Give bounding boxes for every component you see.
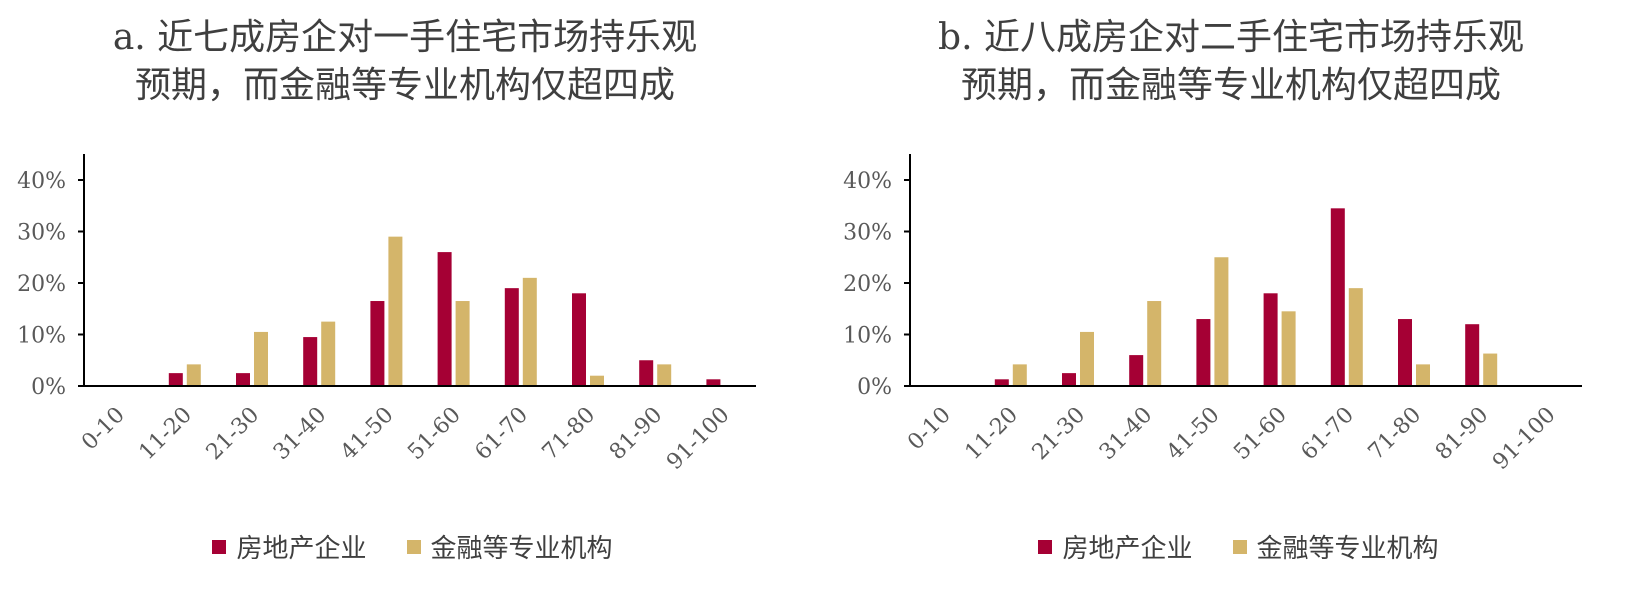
legend-item-developer: 房地产企业 bbox=[212, 528, 367, 565]
legend-item-financial: 金融等专业机构 bbox=[406, 528, 613, 565]
bar-financial-71-80 bbox=[590, 375, 604, 386]
bar-developer-31-40 bbox=[1129, 355, 1144, 386]
legend-label-developer: 房地产企业 bbox=[1062, 534, 1193, 564]
bar-financial-11-20 bbox=[186, 364, 201, 386]
chart-title-b-line2: 预期，而金融等专业机构仅超四成 bbox=[960, 65, 1501, 106]
chart-title-a-line2: 预期，而金融等专业机构仅超四成 bbox=[134, 65, 675, 106]
x-tick-label: 21-30 bbox=[202, 403, 265, 466]
x-tick-label: 81-90 bbox=[605, 403, 668, 466]
legend-item-financial: 金融等专业机构 bbox=[1232, 528, 1439, 565]
x-tick-label: 51-60 bbox=[403, 403, 466, 466]
x-tick-label: 71-80 bbox=[1364, 403, 1427, 466]
bar-financial-51-60 bbox=[1281, 311, 1296, 386]
bar-developer-31-40 bbox=[303, 337, 318, 386]
bar-chart-b: 0% 10% 20% 30% 40% 0-10 11-20 21-30 31-40 41-50 51… bbox=[843, 154, 1582, 475]
x-tick-label: 61-70 bbox=[471, 403, 534, 466]
x-tick-label: 81-90 bbox=[1431, 403, 1494, 466]
x-tick-label: 91-100 bbox=[1488, 403, 1560, 475]
bar-financial-61-70 bbox=[1348, 288, 1363, 386]
chart-title-b: b. 近八成房企对二手住宅市场持乐观 预期，而金融等专业机构仅超四成 bbox=[866, 14, 1596, 110]
bar-financial-21-30 bbox=[1080, 331, 1094, 386]
bar-developer-21-30 bbox=[236, 373, 250, 386]
legend-swatch-developer bbox=[1038, 539, 1053, 554]
bar-developer-71-80 bbox=[1398, 319, 1412, 386]
y-tick-label: 0% bbox=[31, 375, 66, 400]
y-tick-label: 0% bbox=[857, 375, 892, 400]
bar-developer-51-60 bbox=[437, 252, 452, 386]
y-tick-label: 20% bbox=[843, 272, 892, 297]
bar-developer-21-30 bbox=[1062, 373, 1076, 386]
bar-developer-61-70 bbox=[504, 288, 519, 386]
legend-swatch-developer bbox=[212, 539, 227, 554]
bar-financial-81-90 bbox=[1483, 353, 1498, 386]
x-tick-label: 0-10 bbox=[903, 403, 956, 456]
y-tick-label: 40% bbox=[843, 169, 892, 194]
legend-b: 房地产企业 金融等专业机构 bbox=[826, 528, 1651, 565]
bar-chart-a: 0% 10% 20% 30% 40% 0-10 11-20 21-30 31-40 41-50 51… bbox=[17, 154, 756, 475]
legend-label-financial: 金融等专业机构 bbox=[1256, 534, 1439, 564]
bar-financial-71-80 bbox=[1416, 364, 1430, 386]
chart-panel-b: b. 近八成房企对二手住宅市场持乐观 预期，而金融等专业机构仅超四成 0% 10%… bbox=[826, 0, 1651, 589]
y-tick-label: 30% bbox=[843, 221, 892, 246]
x-tick-label: 71-80 bbox=[538, 403, 601, 466]
legend-label-developer: 房地产企业 bbox=[236, 534, 367, 564]
bar-financial-41-50 bbox=[1214, 257, 1229, 386]
chart-title-a: a. 近七成房企对一手住宅市场持乐观 预期，而金融等专业机构仅超四成 bbox=[40, 14, 770, 110]
y-tick-label: 10% bbox=[17, 324, 66, 349]
chart-title-a-line1: a. 近七成房企对一手住宅市场持乐观 bbox=[112, 17, 698, 58]
x-tick-label: 91-100 bbox=[662, 403, 734, 475]
x-tick-label: 41-50 bbox=[336, 403, 399, 466]
bar-developer-11-20 bbox=[168, 373, 183, 386]
bar-developer-41-50 bbox=[370, 301, 385, 386]
legend-a: 房地产企业 金融等专业机构 bbox=[0, 528, 825, 565]
bar-financial-11-20 bbox=[1012, 364, 1027, 386]
bar-developer-81-90 bbox=[639, 360, 654, 386]
chart-panel-a: a. 近七成房企对一手住宅市场持乐观 预期，而金融等专业机构仅超四成 0% 10%… bbox=[0, 0, 825, 589]
x-tick-label: 61-70 bbox=[1297, 403, 1360, 466]
legend-label-financial: 金融等专业机构 bbox=[430, 534, 613, 564]
bar-financial-31-40 bbox=[321, 321, 336, 386]
bar-financial-41-50 bbox=[388, 236, 403, 386]
chart-title-b-line1: b. 近八成房企对二手住宅市场持乐观 bbox=[938, 17, 1524, 58]
y-tick-label: 20% bbox=[17, 272, 66, 297]
bar-financial-51-60 bbox=[455, 301, 470, 386]
bar-developer-11-20 bbox=[994, 379, 1009, 386]
bar-developer-71-80 bbox=[572, 293, 586, 386]
bar-developer-41-50 bbox=[1196, 319, 1211, 386]
y-tick-label: 10% bbox=[843, 324, 892, 349]
bar-financial-31-40 bbox=[1147, 301, 1162, 386]
bar-developer-91-100 bbox=[706, 379, 721, 386]
x-tick-label: 51-60 bbox=[1229, 403, 1292, 466]
bar-financial-81-90 bbox=[657, 364, 672, 386]
bar-developer-51-60 bbox=[1263, 293, 1278, 386]
legend-swatch-financial bbox=[1232, 539, 1247, 554]
x-tick-label: 0-10 bbox=[77, 403, 130, 456]
x-tick-label: 41-50 bbox=[1162, 403, 1225, 466]
x-tick-label: 11-20 bbox=[135, 403, 198, 466]
x-tick-label: 11-20 bbox=[961, 403, 1024, 466]
bar-developer-61-70 bbox=[1330, 208, 1345, 386]
bar-financial-61-70 bbox=[522, 277, 537, 386]
y-tick-label: 40% bbox=[17, 169, 66, 194]
bar-financial-21-30 bbox=[254, 331, 268, 386]
x-tick-label: 31-40 bbox=[1095, 403, 1158, 466]
bar-developer-81-90 bbox=[1465, 324, 1480, 386]
x-tick-label: 31-40 bbox=[269, 403, 332, 466]
legend-swatch-financial bbox=[406, 539, 421, 554]
x-tick-label: 21-30 bbox=[1028, 403, 1091, 466]
y-tick-label: 30% bbox=[17, 221, 66, 246]
legend-item-developer: 房地产企业 bbox=[1038, 528, 1193, 565]
